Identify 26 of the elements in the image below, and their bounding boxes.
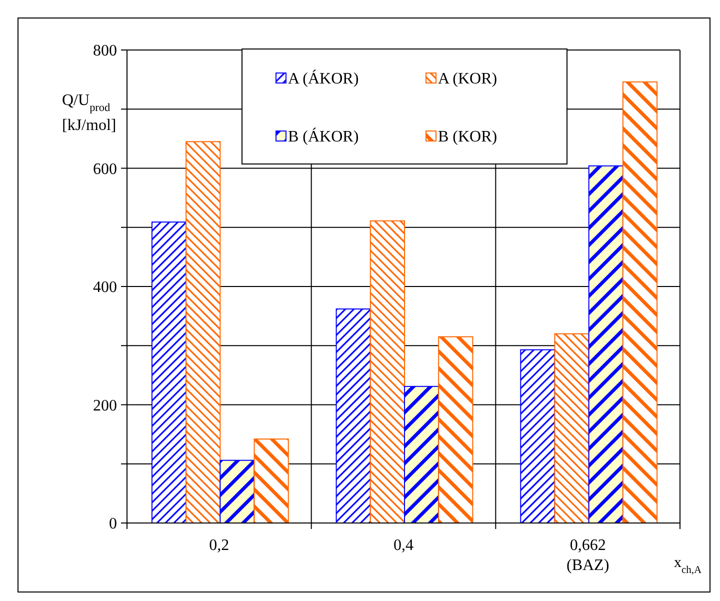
x-tick-label: 0,2 bbox=[209, 537, 230, 554]
x-tick-label: 0,4 bbox=[394, 537, 414, 554]
bar bbox=[404, 386, 440, 524]
y-axis-title: Q/U$_{prod}$ [kJ/mol] bbox=[62, 92, 116, 134]
bar bbox=[520, 349, 556, 524]
bar bbox=[370, 220, 405, 524]
x-tick-label: 0,662 (BAZ) bbox=[566, 537, 610, 574]
y-tick-label: 600 bbox=[93, 160, 117, 178]
bar bbox=[336, 308, 371, 524]
bar bbox=[438, 336, 474, 524]
x-axis-title: x$_{ch,A}$ bbox=[674, 555, 702, 576]
y-tick-label: 800 bbox=[93, 42, 117, 60]
legend-label: A (ÁKOR) bbox=[288, 70, 359, 88]
bar bbox=[254, 438, 289, 524]
bar bbox=[220, 460, 255, 524]
bar bbox=[151, 222, 187, 524]
y-tick-label: 0 bbox=[109, 516, 117, 533]
legend-label: B (KOR) bbox=[438, 128, 498, 146]
bar bbox=[186, 141, 221, 524]
bar bbox=[588, 165, 624, 524]
bar bbox=[554, 333, 590, 524]
legend-label: A (KOR) bbox=[438, 70, 498, 88]
legend-label: B (ÁKOR) bbox=[288, 128, 359, 146]
y-tick-label: 400 bbox=[93, 279, 117, 296]
bar bbox=[622, 81, 658, 524]
y-tick-label: 200 bbox=[93, 397, 117, 414]
